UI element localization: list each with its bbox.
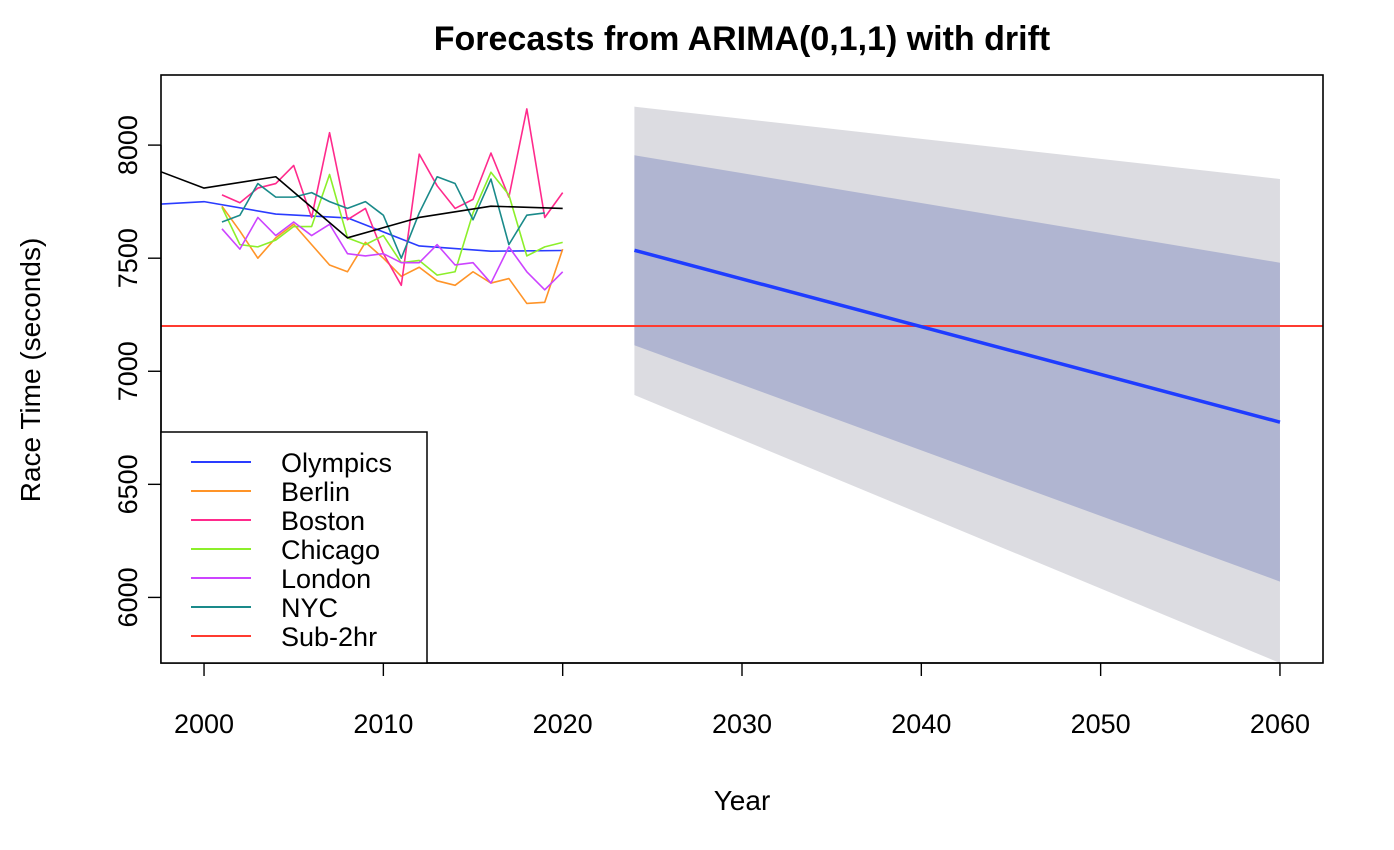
x-tick-label: 2000 xyxy=(174,709,234,739)
legend: OlympicsBerlinBostonChicagoLondonNYCSub-… xyxy=(160,431,428,664)
y-tick-label: 6000 xyxy=(113,567,143,627)
forecast-mean-line xyxy=(633,248,1281,424)
chart-title: Forecasts from ARIMA(0,1,1) with drift xyxy=(434,20,1050,58)
y-tick-label: 8000 xyxy=(113,115,143,175)
legend-label: Olympics xyxy=(281,448,392,478)
series-line-fitted xyxy=(161,170,563,239)
series-line-boston xyxy=(221,108,564,287)
x-axis-label: Year xyxy=(714,785,771,816)
legend-label: Boston xyxy=(281,506,365,536)
plot-area xyxy=(161,106,1323,663)
y-axis-label: Race Time (seconds) xyxy=(15,238,46,503)
legend-label: Sub-2hr xyxy=(281,622,377,652)
x-tick-label: 2060 xyxy=(1250,709,1310,739)
series-line-nyc xyxy=(221,175,545,259)
y-tick-label: 6500 xyxy=(113,454,143,514)
y-tick-label: 7000 xyxy=(113,341,143,401)
x-tick-label: 2030 xyxy=(712,709,772,739)
legend-label: London xyxy=(281,564,371,594)
series-line-london xyxy=(221,216,564,291)
forecast-interval-80 xyxy=(634,155,1280,582)
x-tick-label: 2050 xyxy=(1071,709,1131,739)
axes: 2000 2010 2020 2030 2040 2050 2060 6000 6500 7000… xyxy=(113,115,1310,739)
series-line-chicago xyxy=(221,171,563,276)
series-line-berlin xyxy=(221,205,564,305)
legend-label: NYC xyxy=(281,593,338,623)
legend-box xyxy=(160,431,428,664)
legend-label: Chicago xyxy=(281,535,380,565)
x-tick-label: 2020 xyxy=(533,709,593,739)
legend-label: Berlin xyxy=(281,477,350,507)
y-tick-label: 7500 xyxy=(113,228,143,288)
x-tick-label: 2010 xyxy=(353,709,413,739)
x-tick-label: 2040 xyxy=(891,709,951,739)
